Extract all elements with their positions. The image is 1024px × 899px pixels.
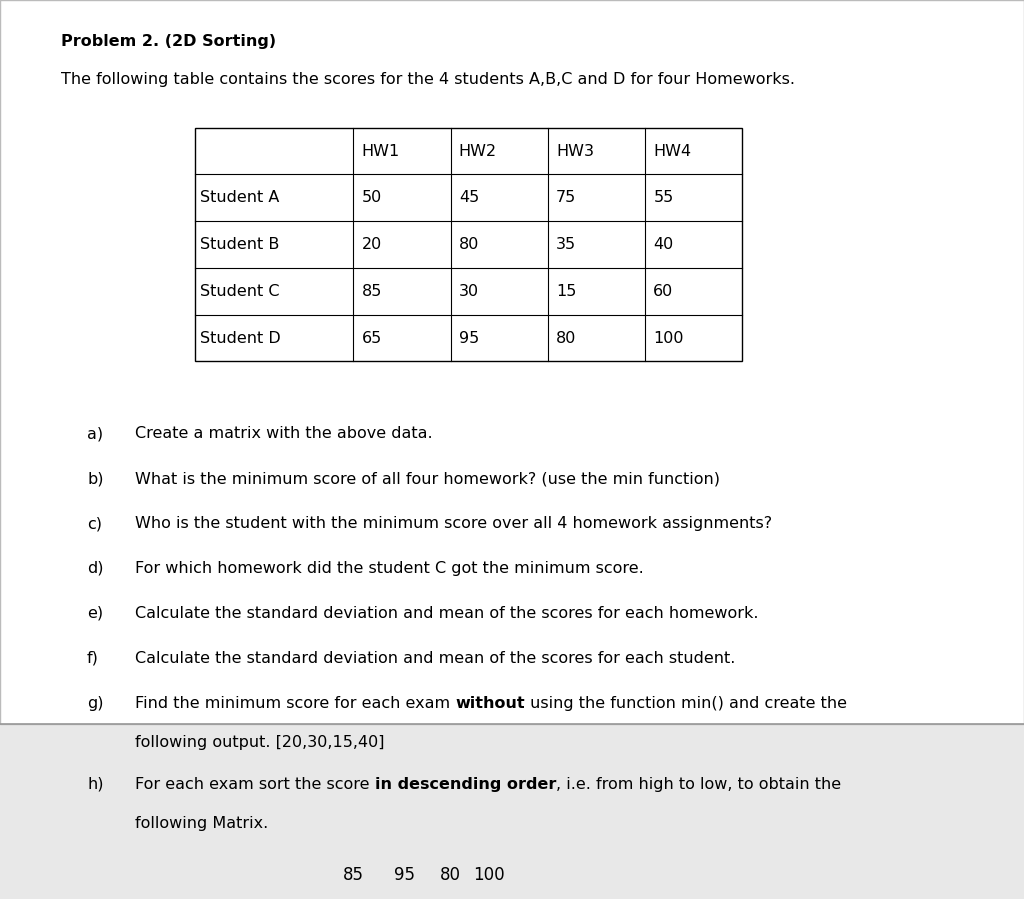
Text: 80: 80 — [459, 237, 479, 252]
Text: 85: 85 — [342, 866, 364, 884]
Text: Student D: Student D — [200, 331, 281, 345]
Text: 60: 60 — [653, 284, 674, 298]
Text: HW3: HW3 — [556, 144, 594, 158]
Text: 95: 95 — [393, 866, 415, 884]
Text: 55: 55 — [653, 191, 674, 205]
Text: Problem 2. (2D Sorting): Problem 2. (2D Sorting) — [61, 34, 276, 49]
Text: following Matrix.: following Matrix. — [135, 816, 268, 832]
Text: What is the minimum score of all four homework? (use the min function): What is the minimum score of all four ho… — [135, 471, 720, 486]
Text: without: without — [456, 696, 525, 711]
Text: b): b) — [87, 471, 103, 486]
Text: , i.e. from high to low, to obtain the: , i.e. from high to low, to obtain the — [556, 777, 842, 792]
Text: Find the minimum score for each exam: Find the minimum score for each exam — [135, 696, 456, 711]
Text: 45: 45 — [459, 191, 479, 205]
Text: 95: 95 — [459, 331, 479, 345]
Text: 100: 100 — [653, 331, 684, 345]
Text: 40: 40 — [653, 237, 674, 252]
Text: e): e) — [87, 606, 103, 621]
Text: d): d) — [87, 561, 103, 576]
Text: 20: 20 — [361, 237, 382, 252]
Text: 50: 50 — [361, 191, 382, 205]
Text: HW4: HW4 — [653, 144, 691, 158]
Text: 80: 80 — [556, 331, 577, 345]
Text: Calculate the standard deviation and mean of the scores for each homework.: Calculate the standard deviation and mea… — [135, 606, 759, 621]
Text: The following table contains the scores for the 4 students A,B,C and D for four : The following table contains the scores … — [61, 72, 796, 87]
Text: 75: 75 — [556, 191, 577, 205]
Text: g): g) — [87, 696, 103, 711]
Text: 30: 30 — [459, 284, 479, 298]
Text: Create a matrix with the above data.: Create a matrix with the above data. — [135, 426, 433, 441]
Text: c): c) — [87, 516, 102, 531]
Text: 15: 15 — [556, 284, 577, 298]
Text: HW1: HW1 — [361, 144, 399, 158]
Text: For which homework did the student C got the minimum score.: For which homework did the student C got… — [135, 561, 644, 576]
Text: 65: 65 — [361, 331, 382, 345]
Text: For each exam sort the score: For each exam sort the score — [135, 777, 375, 792]
Text: Who is the student with the minimum score over all 4 homework assignments?: Who is the student with the minimum scor… — [135, 516, 772, 531]
Bar — [0, 724, 1024, 899]
Text: HW2: HW2 — [459, 144, 497, 158]
Text: in descending order: in descending order — [375, 777, 556, 792]
Text: using the function min() and create the: using the function min() and create the — [525, 696, 847, 711]
Text: a): a) — [87, 426, 103, 441]
Text: h): h) — [87, 777, 103, 792]
Text: f): f) — [87, 651, 99, 666]
Text: 80: 80 — [439, 866, 461, 884]
Bar — [195, 128, 742, 361]
Text: Student C: Student C — [200, 284, 280, 298]
Text: 85: 85 — [361, 284, 382, 298]
Text: Student A: Student A — [200, 191, 280, 205]
Text: following output. [20,30,15,40]: following output. [20,30,15,40] — [135, 735, 385, 751]
Text: 100: 100 — [473, 866, 505, 884]
Text: 35: 35 — [556, 237, 577, 252]
Bar — [0, 0, 1024, 724]
Text: Student B: Student B — [200, 237, 280, 252]
Text: Calculate the standard deviation and mean of the scores for each student.: Calculate the standard deviation and mea… — [135, 651, 735, 666]
